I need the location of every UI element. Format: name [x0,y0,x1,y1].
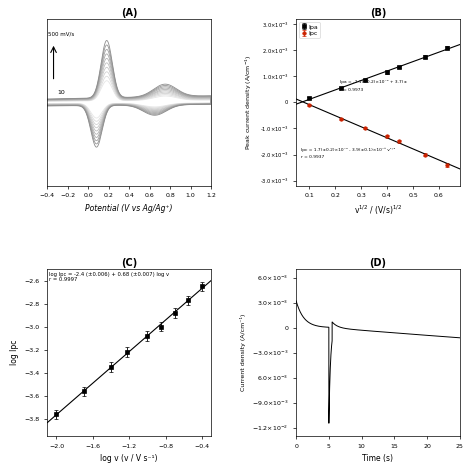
Y-axis label: log Ipc: log Ipc [10,340,19,365]
Text: Ipc = 1.7(±0.2)×10⁻⁴ - 3.9(±0.1)×10⁻³ v¹ᐟ²: Ipc = 1.7(±0.2)×10⁻⁴ - 3.9(±0.1)×10⁻³ v¹… [301,147,396,152]
X-axis label: Potential (V vs Ag/Ag⁺): Potential (V vs Ag/Ag⁺) [85,204,173,213]
Text: r = 0.9973: r = 0.9973 [340,88,364,91]
Y-axis label: Current density (A/cm⁻¹): Current density (A/cm⁻¹) [240,314,246,392]
Text: r = 0.9937: r = 0.9937 [301,155,325,159]
Text: 10: 10 [58,90,65,95]
Text: Ipa = -2.1(±0.2)×10⁻⁴ + 3.7(±: Ipa = -2.1(±0.2)×10⁻⁴ + 3.7(± [340,80,408,84]
Text: log Ipc = -2.4 (±0.006) + 0.68 (±0.007) log v
r = 0.9997: log Ipc = -2.4 (±0.006) + 0.68 (±0.007) … [49,272,169,283]
Text: 500 mV/s: 500 mV/s [48,32,75,36]
Title: (D): (D) [369,258,386,268]
X-axis label: Time (s): Time (s) [363,454,393,463]
Legend: Ipa, Ipc: Ipa, Ipc [299,22,319,38]
X-axis label: log v (v / V s⁻¹): log v (v / V s⁻¹) [100,454,158,463]
X-axis label: v$^{1/2}$ / (V/s)$^{1/2}$: v$^{1/2}$ / (V/s)$^{1/2}$ [354,204,402,218]
Title: (A): (A) [121,8,137,18]
Title: (C): (C) [121,258,137,268]
Title: (B): (B) [370,8,386,18]
Y-axis label: Peak current density (A/cm$^{-1}$): Peak current density (A/cm$^{-1}$) [244,55,255,150]
